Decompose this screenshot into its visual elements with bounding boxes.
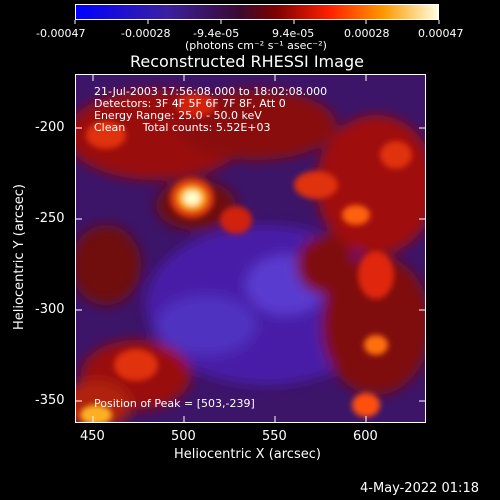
info-time-range: 21-Jul-2003 17:56:08.000 to 18:02:08.000 <box>94 85 328 98</box>
footer-timestamp: 4-May-2022 01:18 <box>360 481 479 496</box>
y-tick-label: -250 <box>35 211 65 226</box>
colorbar-tick-label: -9.4e-05 <box>193 27 240 40</box>
x-tick-label: 450 <box>80 429 105 444</box>
info-detectors: Detectors: 3F 4F 5F 6F 7F 8F, Att 0 <box>94 97 286 110</box>
colorbar-tick-label: -0.00028 <box>121 27 171 40</box>
x-tick-label: 600 <box>353 429 378 444</box>
info-clean-counts: Clean Total counts: 5.52E+03 <box>94 121 271 134</box>
x-tick-label: 550 <box>262 429 287 444</box>
colorbar-tick-label: 0.00028 <box>344 27 390 40</box>
y-tick-label: -200 <box>35 120 65 135</box>
colorbar-units: (photons cm⁻² s⁻¹ asec⁻²) <box>185 39 327 52</box>
plot-title: Reconstructed RHESSI Image <box>130 52 364 71</box>
image-heatmap <box>76 75 425 422</box>
colorbar-tick-label: -0.00047 <box>36 27 86 40</box>
y-tick-label: -300 <box>35 302 65 317</box>
x-tick-label: 500 <box>171 429 196 444</box>
info-energy-range: Energy Range: 25.0 - 50.0 keV <box>94 109 262 122</box>
y-tick-label: -350 <box>35 393 65 408</box>
x-axis-label: Heliocentric X (arcsec) <box>174 447 321 462</box>
colorbar-tick-label: 0.00047 <box>418 27 464 40</box>
peak-position-label: Position of Peak = [503,-239] <box>94 397 255 410</box>
y-axis-label: Heliocentric Y (arcsec) <box>12 184 27 330</box>
image-plot <box>75 74 426 423</box>
colorbar-tick-label: 9.4e-05 <box>272 27 315 40</box>
colorbar <box>75 4 439 20</box>
colorbar-ticks <box>74 20 440 24</box>
